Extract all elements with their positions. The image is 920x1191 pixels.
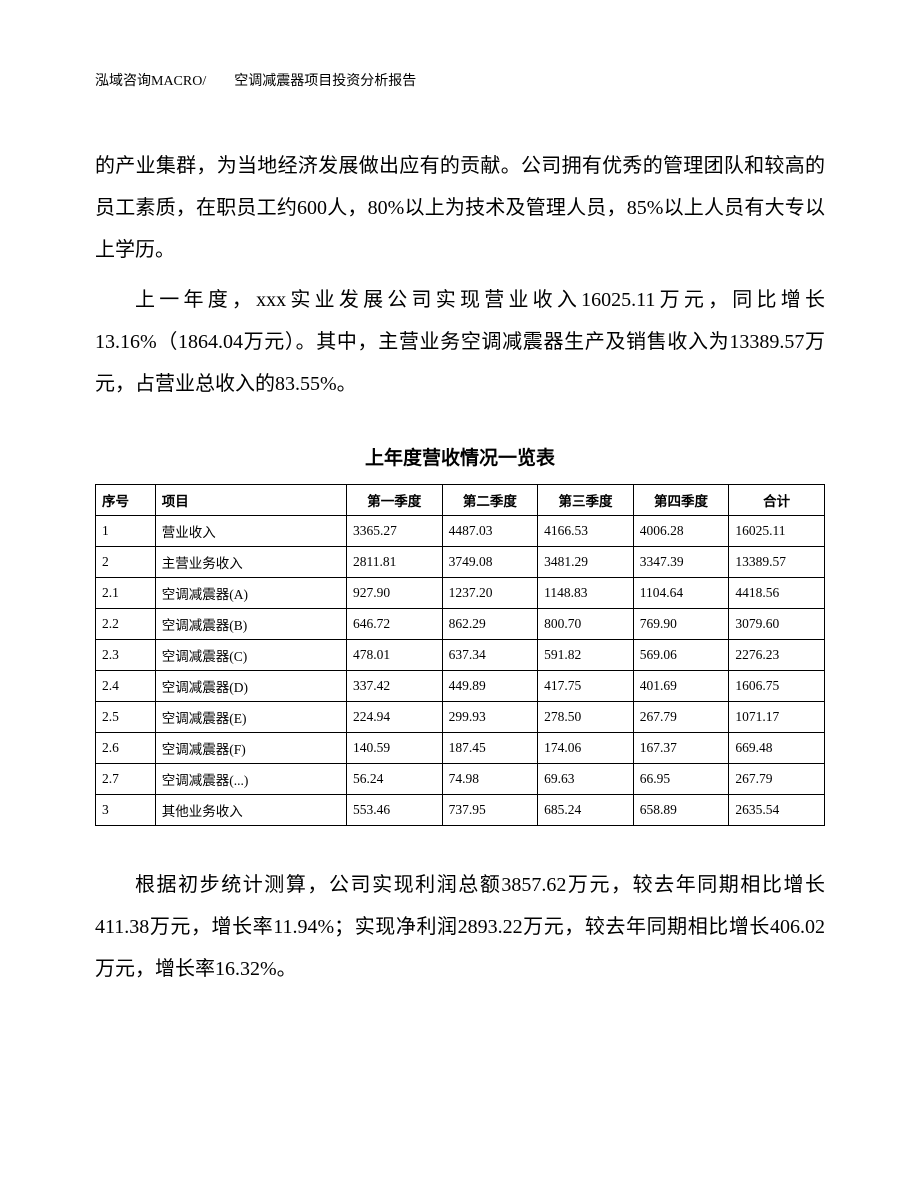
cell-total: 1071.17	[729, 702, 825, 733]
header-q1: 第一季度	[346, 485, 442, 516]
cell-seq: 2.6	[96, 733, 156, 764]
cell-q4: 658.89	[633, 795, 729, 826]
cell-total: 3079.60	[729, 609, 825, 640]
cell-q3: 800.70	[538, 609, 634, 640]
header-seq: 序号	[96, 485, 156, 516]
cell-q4: 1104.64	[633, 578, 729, 609]
table-row: 2.3 空调减震器(C) 478.01 637.34 591.82 569.06…	[96, 640, 825, 671]
cell-total: 267.79	[729, 764, 825, 795]
cell-item: 空调减震器(...)	[155, 764, 346, 795]
paragraph-2: 上一年度，xxx实业发展公司实现营业收入16025.11万元，同比增长13.16…	[95, 279, 825, 405]
header-q3: 第三季度	[538, 485, 634, 516]
cell-q2: 1237.20	[442, 578, 538, 609]
cell-total: 669.48	[729, 733, 825, 764]
cell-item: 营业收入	[155, 516, 346, 547]
cell-q4: 569.06	[633, 640, 729, 671]
cell-q1: 553.46	[346, 795, 442, 826]
cell-q1: 224.94	[346, 702, 442, 733]
cell-total: 13389.57	[729, 547, 825, 578]
cell-seq: 2	[96, 547, 156, 578]
cell-q2: 299.93	[442, 702, 538, 733]
cell-item: 空调减震器(C)	[155, 640, 346, 671]
cell-item: 其他业务收入	[155, 795, 346, 826]
cell-q3: 278.50	[538, 702, 634, 733]
cell-q2: 862.29	[442, 609, 538, 640]
cell-q2: 3749.08	[442, 547, 538, 578]
paragraph-1: 的产业集群，为当地经济发展做出应有的贡献。公司拥有优秀的管理团队和较高的员工素质…	[95, 145, 825, 271]
table-row: 2.5 空调减震器(E) 224.94 299.93 278.50 267.79…	[96, 702, 825, 733]
cell-q4: 401.69	[633, 671, 729, 702]
table-row: 2.6 空调减震器(F) 140.59 187.45 174.06 167.37…	[96, 733, 825, 764]
table-row: 2.4 空调减震器(D) 337.42 449.89 417.75 401.69…	[96, 671, 825, 702]
cell-q1: 646.72	[346, 609, 442, 640]
cell-seq: 2.5	[96, 702, 156, 733]
paragraph-3: 根据初步统计测算，公司实现利润总额3857.62万元，较去年同期相比增长411.…	[95, 864, 825, 990]
table-row: 2.2 空调减震器(B) 646.72 862.29 800.70 769.90…	[96, 609, 825, 640]
header-item: 项目	[155, 485, 346, 516]
cell-seq: 3	[96, 795, 156, 826]
cell-q1: 478.01	[346, 640, 442, 671]
table-row: 1 营业收入 3365.27 4487.03 4166.53 4006.28 1…	[96, 516, 825, 547]
cell-q1: 927.90	[346, 578, 442, 609]
cell-seq: 2.4	[96, 671, 156, 702]
cell-q3: 591.82	[538, 640, 634, 671]
cell-q1: 2811.81	[346, 547, 442, 578]
table-row: 2.7 空调减震器(...) 56.24 74.98 69.63 66.95 2…	[96, 764, 825, 795]
table-header-row: 序号 项目 第一季度 第二季度 第三季度 第四季度 合计	[96, 485, 825, 516]
cell-item: 主营业务收入	[155, 547, 346, 578]
cell-item: 空调减震器(D)	[155, 671, 346, 702]
cell-q3: 1148.83	[538, 578, 634, 609]
cell-q3: 69.63	[538, 764, 634, 795]
cell-q4: 769.90	[633, 609, 729, 640]
cell-q2: 637.34	[442, 640, 538, 671]
cell-q4: 267.79	[633, 702, 729, 733]
cell-q3: 174.06	[538, 733, 634, 764]
cell-item: 空调减震器(F)	[155, 733, 346, 764]
cell-seq: 2.2	[96, 609, 156, 640]
cell-total: 4418.56	[729, 578, 825, 609]
cell-seq: 2.3	[96, 640, 156, 671]
header-total: 合计	[729, 485, 825, 516]
cell-seq: 2.7	[96, 764, 156, 795]
cell-total: 1606.75	[729, 671, 825, 702]
table-row: 2.1 空调减震器(A) 927.90 1237.20 1148.83 1104…	[96, 578, 825, 609]
revenue-table: 序号 项目 第一季度 第二季度 第三季度 第四季度 合计 1 营业收入 3365…	[95, 484, 825, 826]
page-header: 泓域咨询MACRO/ 空调减震器项目投资分析报告	[95, 70, 825, 90]
cell-q4: 167.37	[633, 733, 729, 764]
cell-item: 空调减震器(E)	[155, 702, 346, 733]
table-row: 2 主营业务收入 2811.81 3749.08 3481.29 3347.39…	[96, 547, 825, 578]
cell-q2: 4487.03	[442, 516, 538, 547]
cell-q2: 74.98	[442, 764, 538, 795]
cell-q4: 3347.39	[633, 547, 729, 578]
cell-q1: 56.24	[346, 764, 442, 795]
cell-item: 空调减震器(B)	[155, 609, 346, 640]
cell-q1: 140.59	[346, 733, 442, 764]
cell-q4: 66.95	[633, 764, 729, 795]
header-q2: 第二季度	[442, 485, 538, 516]
cell-q2: 187.45	[442, 733, 538, 764]
cell-total: 2635.54	[729, 795, 825, 826]
cell-seq: 1	[96, 516, 156, 547]
cell-q3: 685.24	[538, 795, 634, 826]
header-q4: 第四季度	[633, 485, 729, 516]
table-row: 3 其他业务收入 553.46 737.95 685.24 658.89 263…	[96, 795, 825, 826]
cell-total: 2276.23	[729, 640, 825, 671]
cell-q3: 417.75	[538, 671, 634, 702]
table-title: 上年度营收情况一览表	[95, 443, 825, 470]
cell-q1: 337.42	[346, 671, 442, 702]
cell-q4: 4006.28	[633, 516, 729, 547]
cell-seq: 2.1	[96, 578, 156, 609]
cell-q2: 449.89	[442, 671, 538, 702]
cell-q2: 737.95	[442, 795, 538, 826]
cell-q3: 4166.53	[538, 516, 634, 547]
cell-total: 16025.11	[729, 516, 825, 547]
cell-item: 空调减震器(A)	[155, 578, 346, 609]
cell-q1: 3365.27	[346, 516, 442, 547]
cell-q3: 3481.29	[538, 547, 634, 578]
